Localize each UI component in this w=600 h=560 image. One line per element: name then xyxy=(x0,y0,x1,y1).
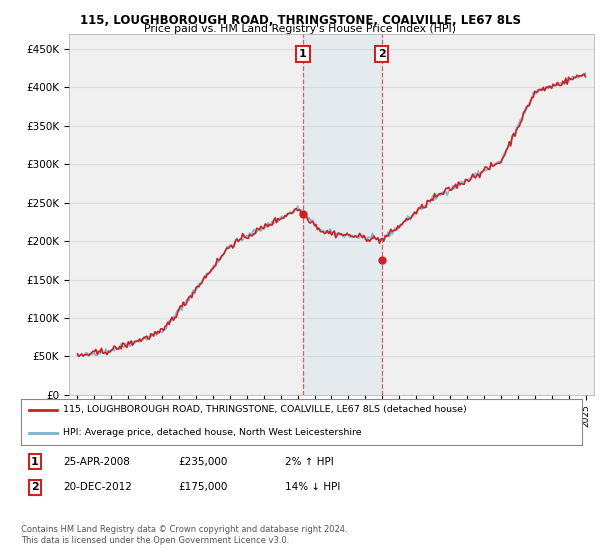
Text: 25-APR-2008: 25-APR-2008 xyxy=(63,456,130,466)
Text: 2% ↑ HPI: 2% ↑ HPI xyxy=(284,456,334,466)
Text: Price paid vs. HM Land Registry's House Price Index (HPI): Price paid vs. HM Land Registry's House … xyxy=(144,24,456,34)
Text: 115, LOUGHBOROUGH ROAD, THRINGSTONE, COALVILLE, LE67 8LS: 115, LOUGHBOROUGH ROAD, THRINGSTONE, COA… xyxy=(79,14,521,27)
Text: £175,000: £175,000 xyxy=(178,482,227,492)
Text: Contains HM Land Registry data © Crown copyright and database right 2024.
This d: Contains HM Land Registry data © Crown c… xyxy=(21,525,347,545)
Text: 20-DEC-2012: 20-DEC-2012 xyxy=(63,482,132,492)
Text: HPI: Average price, detached house, North West Leicestershire: HPI: Average price, detached house, Nort… xyxy=(63,428,362,437)
Text: 2: 2 xyxy=(378,49,386,59)
Text: 2: 2 xyxy=(31,482,39,492)
Text: 14% ↓ HPI: 14% ↓ HPI xyxy=(284,482,340,492)
Text: 1: 1 xyxy=(299,49,307,59)
Text: £235,000: £235,000 xyxy=(178,456,227,466)
Bar xyxy=(303,34,382,395)
Text: 115, LOUGHBOROUGH ROAD, THRINGSTONE, COALVILLE, LE67 8LS (detached house): 115, LOUGHBOROUGH ROAD, THRINGSTONE, COA… xyxy=(63,405,467,414)
Text: 1: 1 xyxy=(31,456,39,466)
